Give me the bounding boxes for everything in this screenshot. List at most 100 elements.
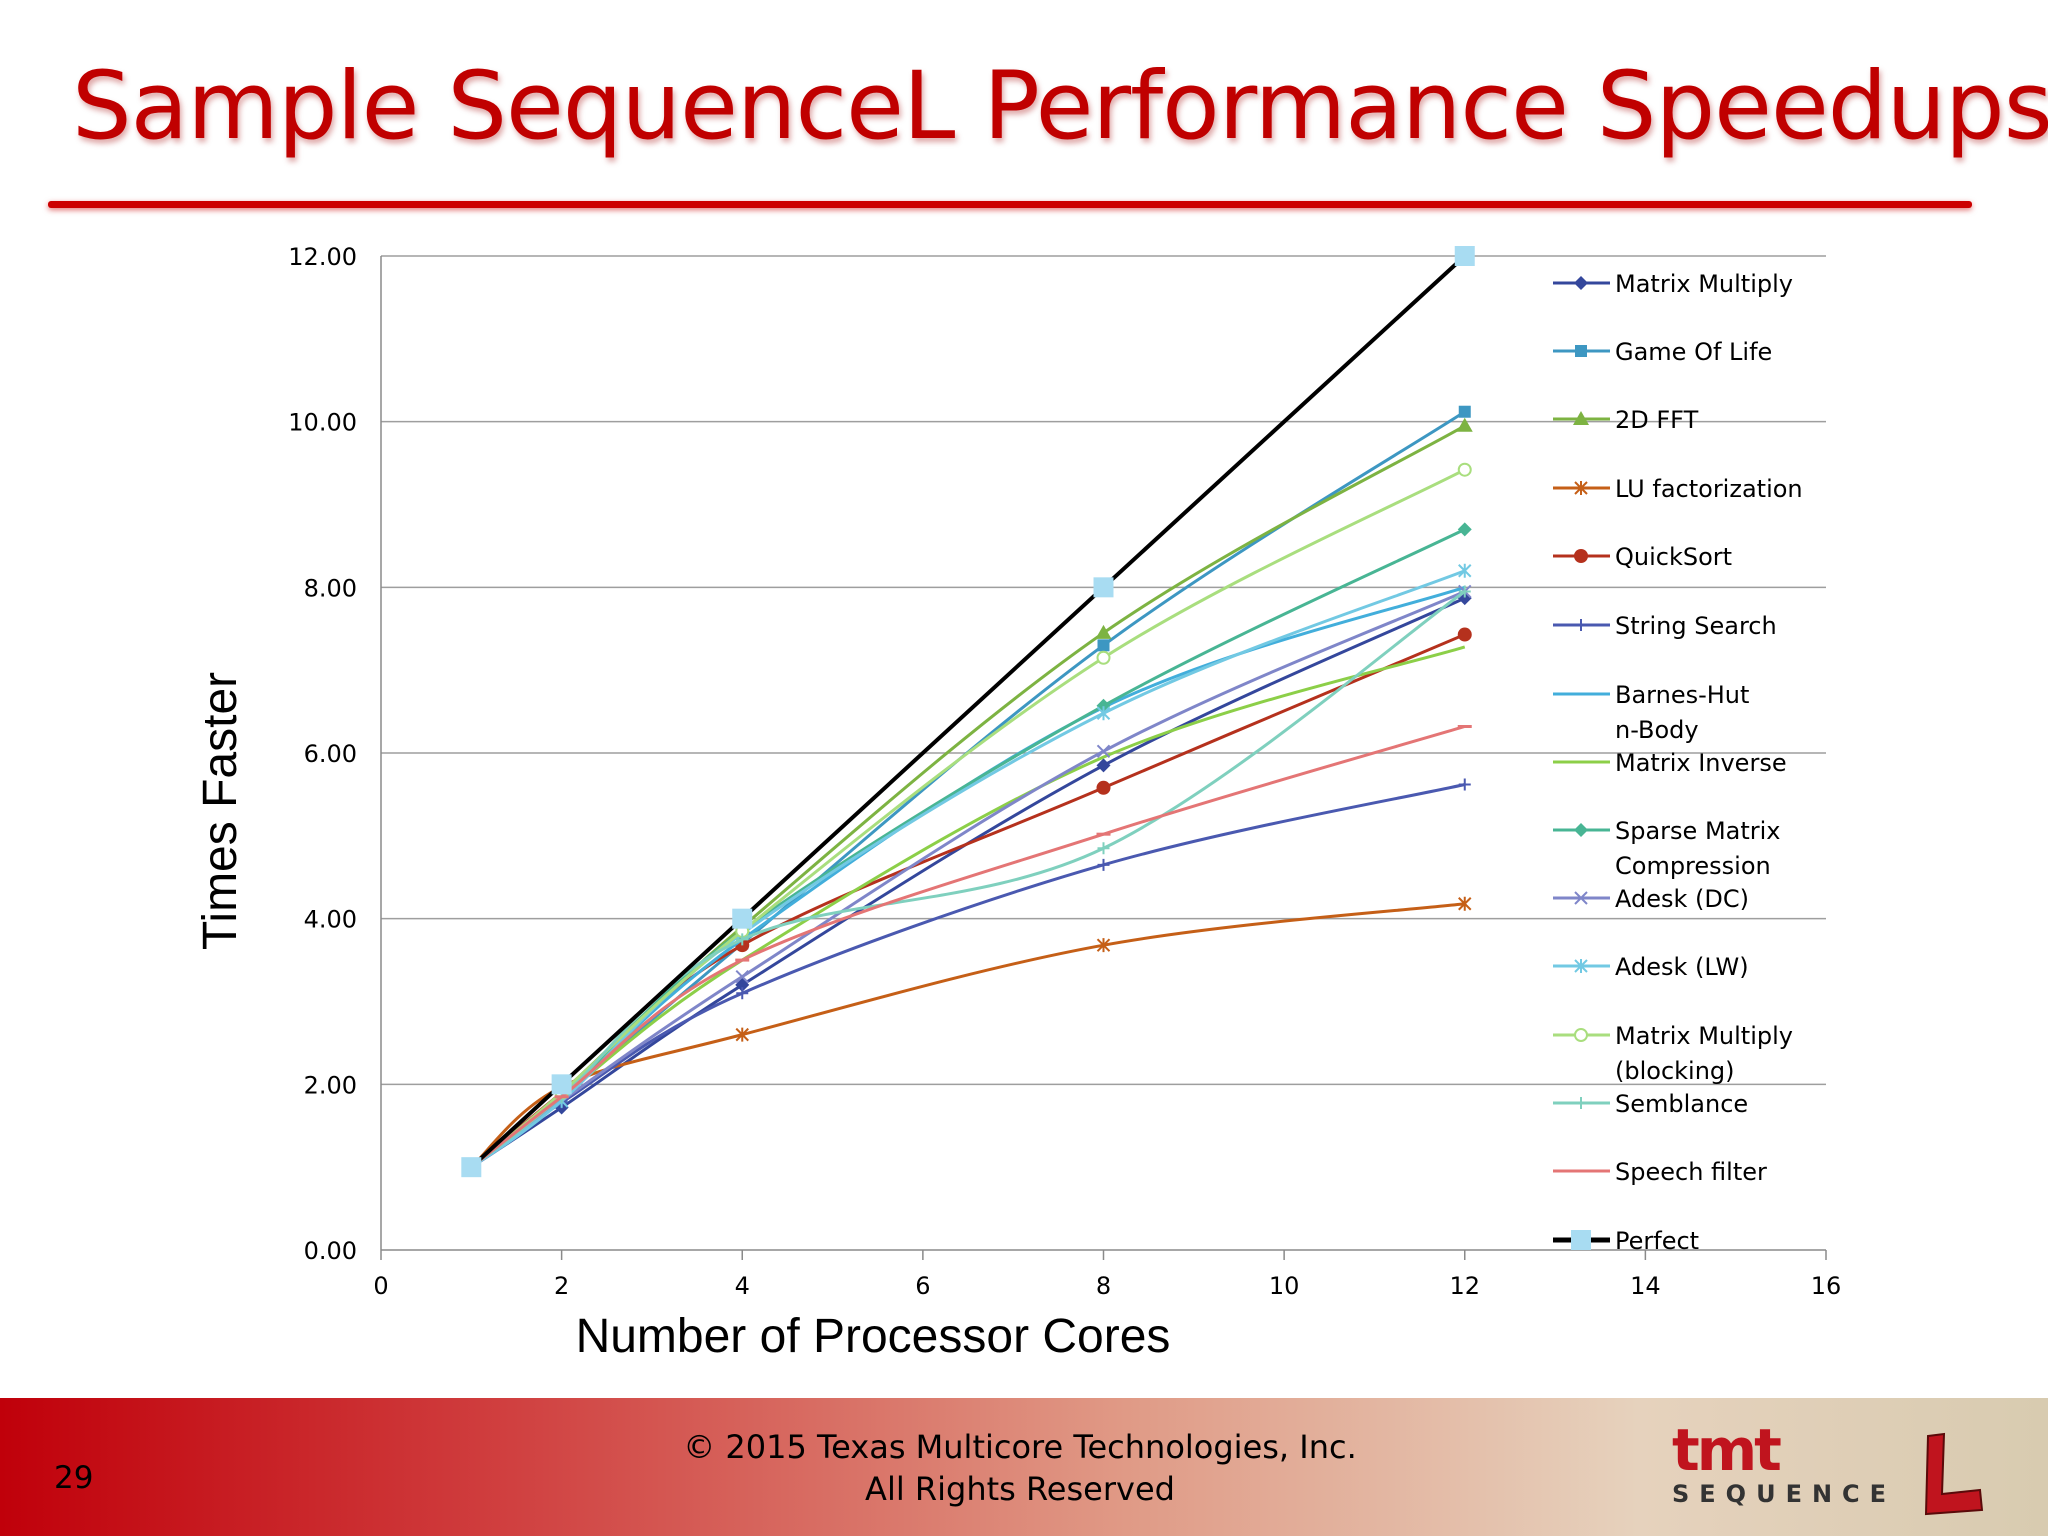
data-point — [736, 933, 749, 946]
legend-marker — [1574, 891, 1588, 905]
legend-marker — [1574, 549, 1588, 563]
data-point — [736, 987, 749, 1000]
data-point — [1458, 778, 1471, 791]
data-point — [1458, 563, 1472, 578]
series-line — [470, 569, 1466, 1169]
legend-label: Speech filter — [1615, 1158, 1767, 1186]
series-line — [470, 424, 1466, 1169]
logo-sequence-text: SEQUENCE — [1672, 1480, 1897, 1508]
legend-marker — [1574, 823, 1588, 837]
data-point — [1097, 639, 1110, 652]
legend-marker — [1574, 276, 1588, 290]
y-tick-label: 4.00 — [304, 906, 357, 934]
data-point — [1456, 417, 1473, 432]
legend-entry-0: Matrix Multiply — [1553, 270, 1793, 298]
legend-entry-11: Matrix Multiply (blocking) — [1553, 1022, 1793, 1085]
legend-marker — [1571, 1230, 1591, 1250]
axes: 0.00 2.00 4.00 6.00 8.00 10.00 12.00 0 2 4 6 8 10 12 1… — [288, 243, 1841, 1300]
y-axis-label: Times Faster — [194, 672, 247, 950]
y-tick-label: 8.00 — [304, 574, 357, 602]
x-tick-label: 12 — [1449, 1272, 1480, 1300]
y-tick-label: 2.00 — [304, 1071, 357, 1099]
series-line — [470, 590, 1466, 1169]
x-tick-label: 16 — [1811, 1272, 1842, 1300]
data-point — [1096, 758, 1111, 773]
legend-label: Adesk (DC) — [1615, 885, 1749, 913]
legend-entry-7: Matrix Inverse — [1553, 749, 1787, 777]
data-point — [1097, 842, 1110, 855]
legend-entry-3: LU factorization — [1553, 475, 1803, 503]
data-point — [732, 908, 753, 929]
copyright-notice: © 2015 Texas Multicore Technologies, Inc… — [600, 1426, 1440, 1510]
data-point — [1458, 405, 1471, 418]
legend-entry-12: Semblance — [1553, 1090, 1748, 1118]
legend-label: Barnes-Hut n-Body — [1615, 681, 1749, 744]
logo-l-icon — [1924, 1432, 1984, 1516]
series-10 — [464, 563, 1472, 1175]
data-point — [1096, 744, 1111, 759]
copyright-line-2: All Rights Reserved — [865, 1470, 1175, 1508]
series-lines — [461, 246, 1475, 1178]
series-1 — [465, 405, 1471, 1174]
logo-tmt-text: tmt — [1672, 1416, 1782, 1484]
series-13 — [464, 724, 1472, 1169]
legend-marker — [1574, 959, 1588, 973]
legend-marker — [1574, 1028, 1588, 1042]
legend-label: Adesk (LW) — [1615, 953, 1749, 981]
page-number: 29 — [54, 1460, 94, 1496]
legend-entry-13: Speech filter — [1553, 1158, 1767, 1186]
gridlines — [381, 255, 1826, 1086]
footer-bar: 29 © 2015 Texas Multicore Technologies, … — [0, 1398, 2048, 1536]
legend-label: Matrix Inverse — [1615, 749, 1787, 777]
series-0 — [464, 591, 1472, 1175]
slide-title: Sample SequenceL Performance Speedups — [72, 52, 2048, 161]
data-point — [1457, 462, 1472, 477]
y-tick-label: 10.00 — [288, 409, 357, 437]
data-point — [1093, 577, 1114, 598]
data-point — [1095, 624, 1112, 639]
x-tick-label: 8 — [1096, 1272, 1111, 1300]
series-line — [470, 725, 1466, 1169]
legend-entry-1: Game Of Life — [1553, 338, 1772, 366]
legend: Matrix Multiply Game Of Life 2D FFT LU fact… — [1553, 270, 1803, 1255]
x-tick-label: 6 — [915, 1272, 930, 1300]
series-line — [470, 633, 1466, 1169]
legend-label: QuickSort — [1615, 543, 1732, 571]
y-tick-label: 12.00 — [288, 243, 357, 271]
legend-label: 2D FFT — [1615, 406, 1699, 434]
data-point — [735, 1027, 749, 1042]
data-point — [1457, 627, 1472, 642]
legend-label: String Search — [1615, 612, 1777, 640]
x-tick-label: 4 — [735, 1272, 750, 1300]
y-tick-label: 6.00 — [304, 740, 357, 768]
legend-entry-5: String Search — [1553, 612, 1777, 640]
legend-marker — [1573, 411, 1589, 425]
legend-marker — [1575, 345, 1587, 357]
legend-entry-2: 2D FFT — [1553, 406, 1699, 434]
y-tick-label: 0.00 — [304, 1237, 357, 1265]
x-tick-label: 0 — [373, 1272, 388, 1300]
series-line — [470, 410, 1466, 1169]
x-axis-label: Number of Processor Cores — [576, 1310, 1171, 1363]
legend-entry-10: Adesk (LW) — [1553, 953, 1749, 981]
data-point — [1096, 650, 1111, 665]
series-line — [470, 596, 1466, 1169]
legend-label: Matrix Multiply (blocking) — [1615, 1022, 1793, 1085]
data-point — [1096, 938, 1111, 953]
legend-marker — [1575, 1097, 1587, 1109]
tmt-sequencel-logo: tmt SEQUENCE — [1660, 1416, 1990, 1526]
data-point — [1454, 246, 1475, 266]
legend-entry-9: Adesk (DC) — [1553, 885, 1749, 913]
legend-marker — [1575, 619, 1587, 631]
x-tick-label: 10 — [1269, 1272, 1300, 1300]
speedup-chart: 0.00 2.00 4.00 6.00 8.00 10.00 12.00 0 2 4 6 8 10 12 1… — [194, 243, 1841, 1363]
title-divider — [48, 201, 1972, 208]
legend-label: Perfect — [1615, 1227, 1699, 1255]
legend-label: Matrix Multiply — [1615, 270, 1793, 298]
legend-label: Game Of Life — [1615, 338, 1772, 366]
data-point — [1096, 780, 1111, 795]
data-point — [461, 1157, 482, 1178]
data-point — [1458, 896, 1472, 911]
series-14 — [461, 246, 1475, 1178]
data-point — [1096, 706, 1111, 721]
